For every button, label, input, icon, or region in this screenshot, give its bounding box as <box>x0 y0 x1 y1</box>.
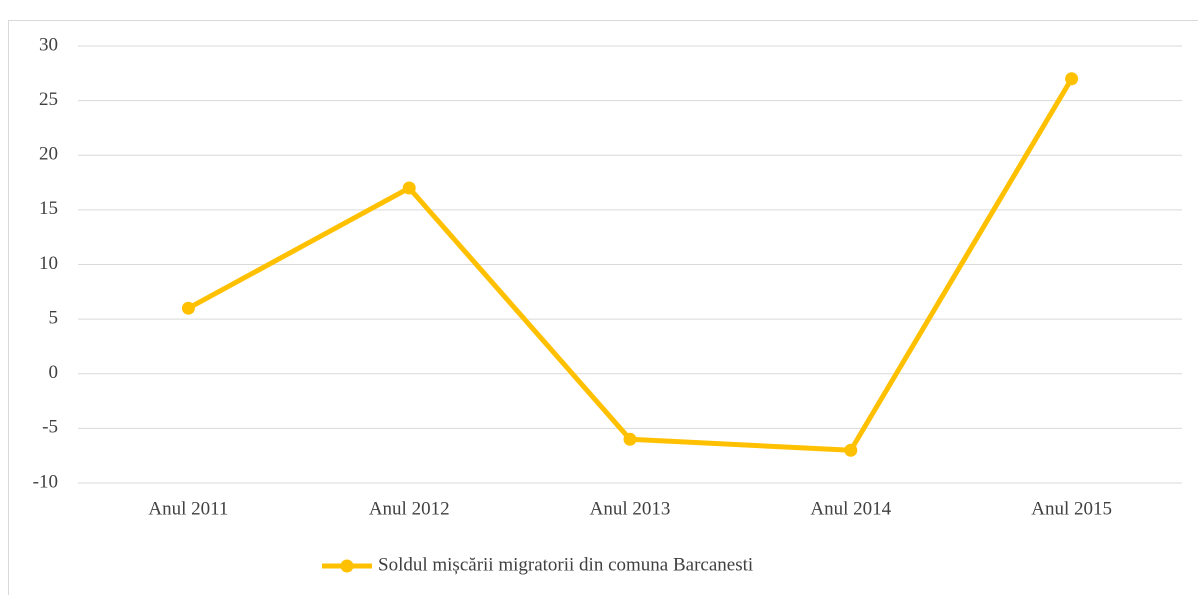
y-tick-label: 10 <box>39 253 58 274</box>
point-marker <box>844 443 858 457</box>
point-marker <box>1065 72 1079 86</box>
y-tick-label: 20 <box>39 144 58 165</box>
y-tick-label: -10 <box>33 471 58 492</box>
point-marker <box>623 432 637 446</box>
y-tick-label: 30 <box>39 34 58 55</box>
x-tick-label: Anul 2015 <box>1031 498 1112 519</box>
legend-label: Soldul mișcării migratorii din comuna Ba… <box>378 554 753 575</box>
y-tick-label: 5 <box>49 307 59 328</box>
x-tick-label: Anul 2011 <box>148 498 228 519</box>
y-tick-label: 0 <box>49 362 59 383</box>
y-tick-label: 25 <box>39 89 58 110</box>
x-tick-label: Anul 2012 <box>369 498 450 519</box>
legend-marker <box>340 559 354 573</box>
y-tick-label: -5 <box>42 417 58 438</box>
point-marker <box>181 301 195 315</box>
x-tick-label: Anul 2013 <box>590 498 671 519</box>
point-marker <box>402 181 416 195</box>
y-tick-label: 15 <box>39 198 58 219</box>
chart-border <box>8 20 1198 595</box>
x-tick-label: Anul 2014 <box>810 498 891 519</box>
